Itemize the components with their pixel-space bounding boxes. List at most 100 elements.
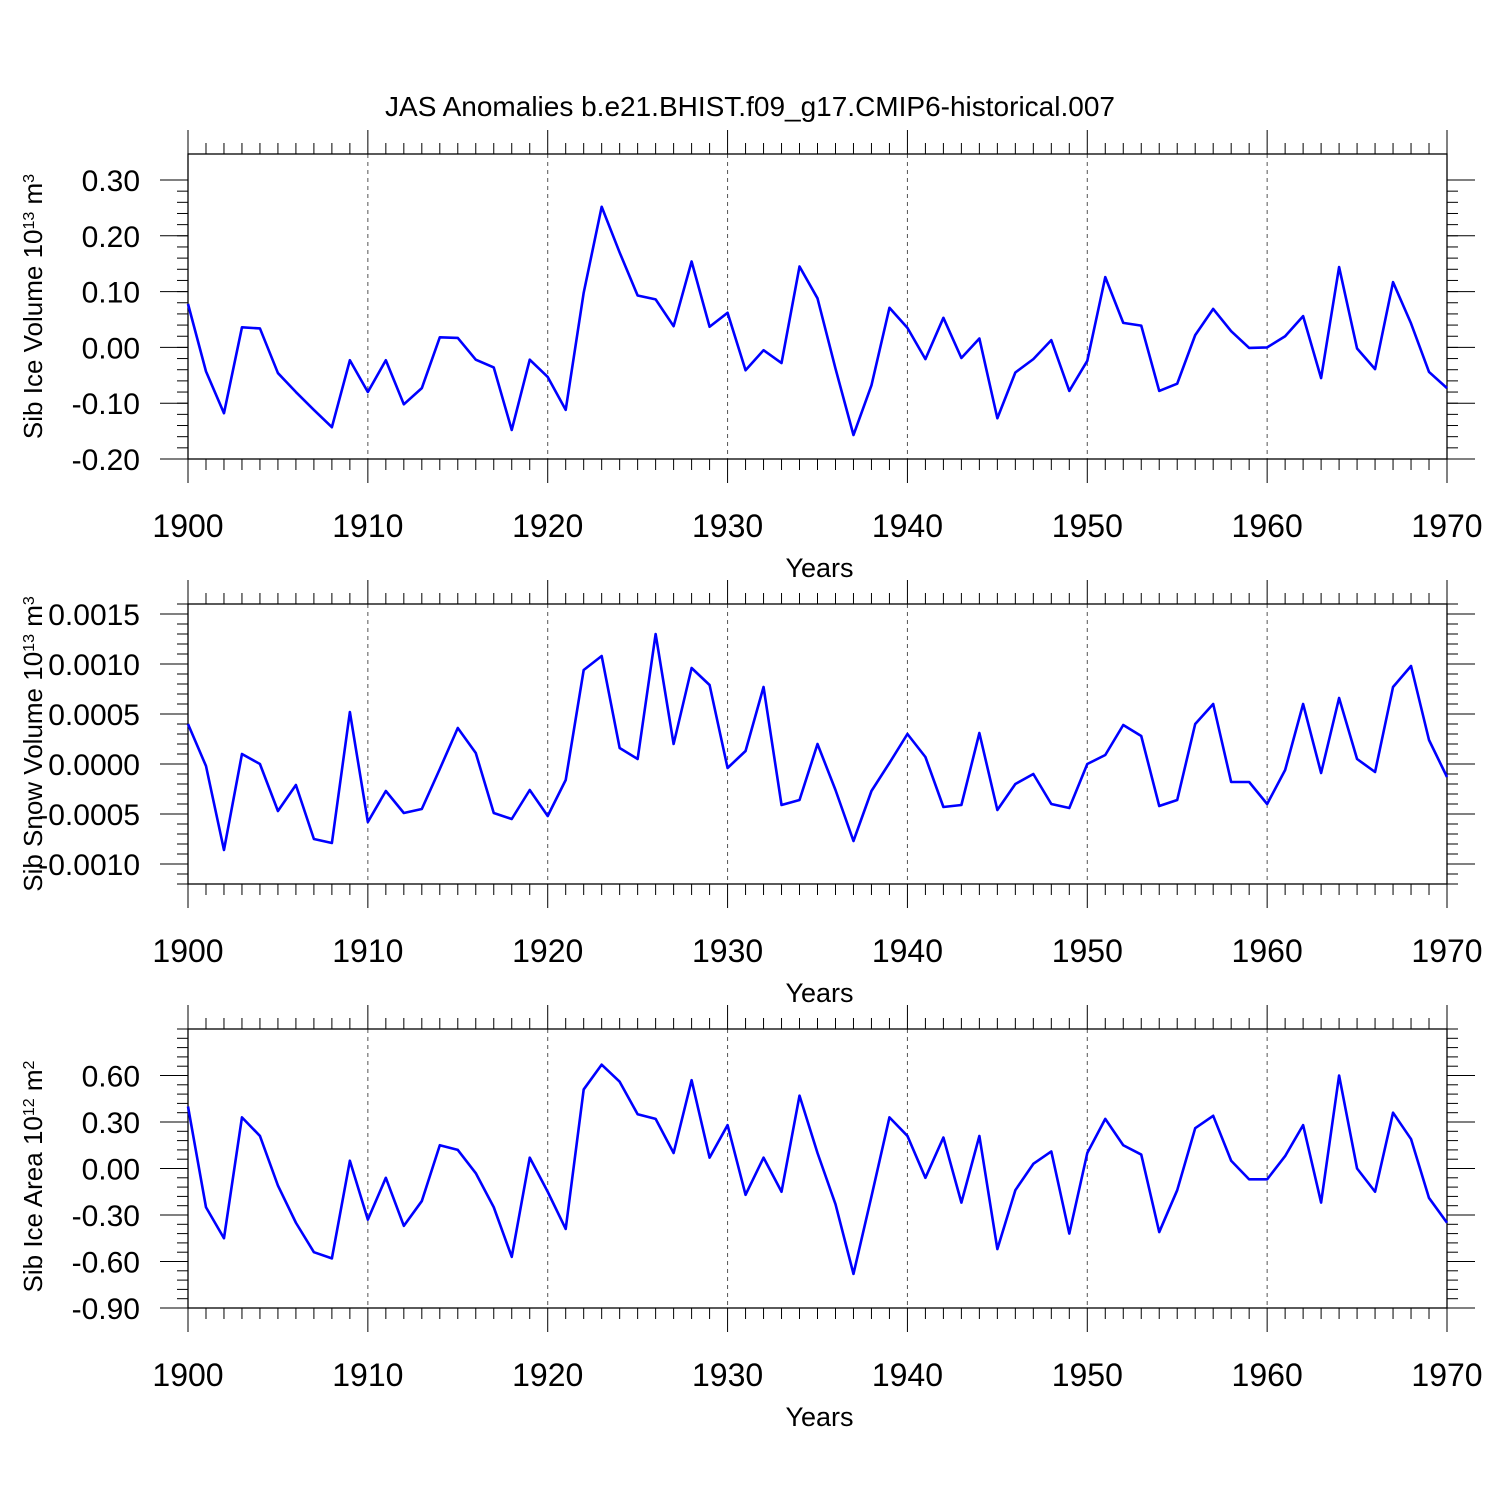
data-point [1446, 776, 1448, 778]
data-point [637, 295, 639, 297]
data-point [421, 387, 423, 389]
data-point [1356, 1168, 1358, 1170]
x-tick-label: 1950 [1052, 508, 1123, 544]
y-tick-label: 0.30 [82, 165, 140, 198]
data-point [961, 357, 963, 359]
data-point [1266, 347, 1268, 349]
data-point [583, 669, 585, 671]
data-point [1446, 387, 1448, 389]
data-point [1140, 325, 1142, 327]
data-point [403, 404, 405, 406]
data-point [763, 349, 765, 351]
x-tick-label: 1930 [692, 933, 763, 969]
x-tick-label: 1970 [1411, 508, 1482, 544]
data-point [313, 409, 315, 411]
data-point [1392, 686, 1394, 688]
data-point [1122, 1144, 1124, 1146]
data-point [1176, 1189, 1178, 1191]
data-point [727, 767, 729, 769]
data-point [817, 297, 819, 299]
data-point [943, 806, 945, 808]
data-point [871, 1196, 873, 1198]
data-point [1428, 371, 1430, 373]
data-point [619, 252, 621, 254]
y-tick-label: 0.00 [82, 1154, 140, 1187]
panel-2: -0.0010 -0.0005 0.0000 0.0005 0.0010 0.0015 19… [18, 580, 1483, 1008]
data-point [1374, 771, 1376, 773]
data-point [511, 1256, 513, 1258]
data-point [781, 362, 783, 364]
data-point [1428, 1197, 1430, 1199]
data-point [205, 371, 207, 373]
data-point [781, 804, 783, 806]
data-point [313, 1251, 315, 1253]
data-point [1158, 805, 1160, 807]
data-point [1284, 1155, 1286, 1157]
x-tick-label: 1960 [1232, 508, 1303, 544]
data-point [745, 369, 747, 371]
data-point [1033, 358, 1035, 360]
data-point [187, 723, 189, 725]
data-point [349, 1160, 351, 1162]
data-point [1212, 703, 1214, 705]
data-point [1266, 1179, 1268, 1181]
data-point [1015, 1189, 1017, 1191]
y-tick-label: 0.00 [82, 332, 140, 365]
data-point [673, 325, 675, 327]
series-line [186, 632, 1449, 852]
data-point [313, 838, 315, 840]
x-tick-label: 1930 [692, 508, 763, 544]
data-point [331, 426, 333, 428]
data-point [709, 684, 711, 686]
data-point [385, 1177, 387, 1179]
data-point [1015, 372, 1017, 374]
data-point [367, 821, 369, 823]
x-tick-label: 1910 [332, 933, 403, 969]
x-tick-label: 1920 [512, 1357, 583, 1393]
data-point [547, 376, 549, 378]
data-point [601, 655, 603, 657]
data-point [1230, 1160, 1232, 1162]
data-point [943, 317, 945, 319]
data-point [457, 1149, 459, 1151]
data-point [1104, 276, 1106, 278]
data-point [1302, 703, 1304, 705]
data-point [907, 327, 909, 329]
data-point [241, 1117, 243, 1119]
data-point [997, 1248, 999, 1250]
data-point [1392, 1112, 1394, 1114]
data-point [1122, 724, 1124, 726]
data-point [961, 804, 963, 806]
data-point [583, 292, 585, 294]
data-point [349, 359, 351, 361]
data-point [1248, 1179, 1250, 1181]
data-point [1069, 1233, 1071, 1235]
data-point [655, 1118, 657, 1120]
plot-frame [187, 1028, 1448, 1309]
x-axis-label: Years [785, 553, 853, 583]
data-point [889, 762, 891, 764]
data-point [817, 1152, 819, 1154]
data-point [871, 385, 873, 387]
data-point [925, 1177, 927, 1179]
data-point [637, 758, 639, 760]
data-point [907, 1135, 909, 1137]
data-point [601, 206, 603, 208]
data-point [835, 1203, 837, 1205]
data-point [1410, 665, 1412, 667]
data-point [1320, 377, 1322, 379]
x-tick-label: 1960 [1232, 1357, 1303, 1393]
panel-1: -0.20 -0.10 0.00 0.10 0.20 0.30 1900 1910 1920 19… [18, 130, 1483, 583]
data-point [1051, 803, 1053, 805]
x-tick-label: 1970 [1411, 1357, 1482, 1393]
data-point [385, 359, 387, 361]
data-point [295, 391, 297, 393]
data-point [1392, 281, 1394, 283]
x-tick-label: 1950 [1052, 1357, 1123, 1393]
data-point [421, 1200, 423, 1202]
data-point [835, 789, 837, 791]
data-point [1015, 783, 1017, 785]
data-point [1033, 1163, 1035, 1165]
x-axis-label: Years [785, 1402, 853, 1432]
data-point [259, 328, 261, 330]
